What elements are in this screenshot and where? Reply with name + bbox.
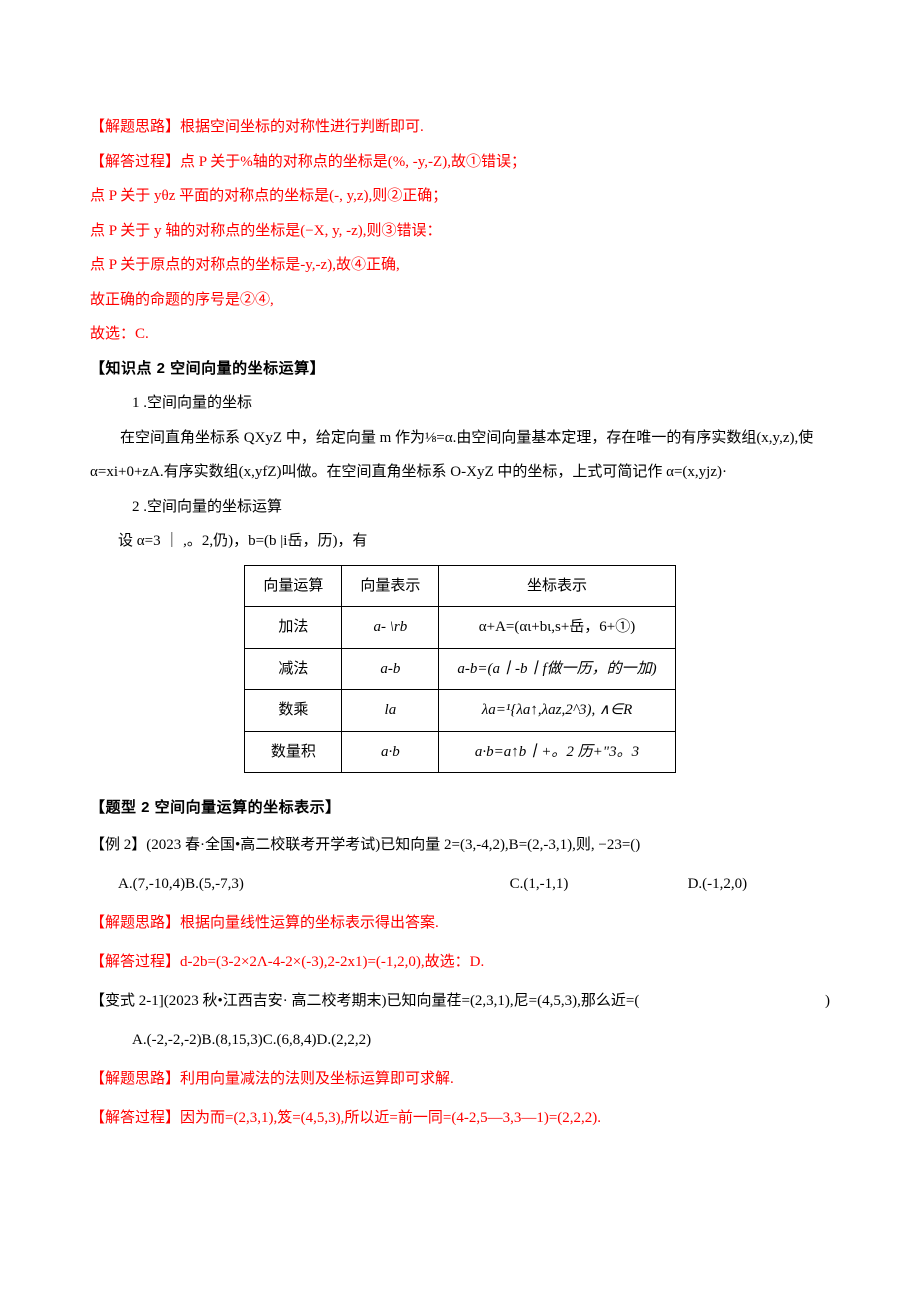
cell: a·b=a↑b丨+。2 历+"3。3	[439, 731, 675, 773]
table-row: 数乘 la λa=¹{λa↑,λaz,2^3), ∧∈R	[245, 690, 675, 732]
proc-label: 【解答过程】	[90, 954, 180, 970]
var21-options: A.(-2,-2,-2)B.(8,15,3)C.(6,8,4)D.(2,2,2)	[90, 1021, 830, 1060]
example-2: 【例 2】(2023 春·全国•高二校联考开学考试)已知向量 2=(3,-4,2…	[90, 826, 830, 865]
cell: α+A=(αι+bι,s+岳，6+①)	[439, 607, 675, 649]
cell: la	[342, 690, 439, 732]
cell: 加法	[245, 607, 342, 649]
table-header-row: 向量运算 向量表示 坐标表示	[245, 565, 675, 607]
proc-text: 点 P 关于%轴的对称点的坐标是(%, -y,-Z),故①错误；	[180, 154, 526, 170]
th-coord: 坐标表示	[439, 565, 675, 607]
idea-label: 【解题思路】	[90, 119, 180, 135]
table-row: 加法 a- \rb α+A=(αι+bι,s+岳，6+①)	[245, 607, 675, 649]
document-page: 【解题思路】根据空间坐标的对称性进行判断即可. 【解答过程】点 P 关于%轴的对…	[0, 0, 920, 1198]
kp2-title: 【知识点 2 空间向量的坐标运算】	[90, 352, 830, 387]
cell: 减法	[245, 648, 342, 690]
proc-label: 【解答过程】	[90, 154, 180, 170]
cell: a-b	[342, 648, 439, 690]
var21-proc: 【解答过程】因为而=(2,3,1),笈=(4,5,3),所以近=前一同=(4-2…	[90, 1099, 830, 1138]
kp2-sub1-num: 1 .空间向量的坐标	[90, 386, 830, 421]
kp2-sub2-num: 2 .空间向量的坐标运算	[90, 490, 830, 525]
opt-c: C.(1,-1,1)	[510, 865, 688, 904]
var21-text: 【变式 2-1](2023 秋•江西吉安· 高二校考期末)已知向量荏=(2,3,…	[90, 982, 639, 1021]
vector-table: 向量运算 向量表示 坐标表示 加法 a- \rb α+A=(αι+bι,s+岳，…	[244, 565, 675, 774]
th-op: 向量运算	[245, 565, 342, 607]
qt2-title: 【题型 2 空间向量运算的坐标表示】	[90, 791, 830, 826]
ex2-idea: 【解题思路】根据向量线性运算的坐标表示得出答案.	[90, 904, 830, 943]
opt-ab: A.(7,-10,4)B.(5,-7,3)	[118, 865, 510, 904]
solution-line: 点 P 关于原点的对称点的坐标是-y,-z),故④正确,	[90, 248, 830, 283]
var21-idea: 【解题思路】利用向量减法的法则及坐标运算即可求解.	[90, 1060, 830, 1099]
proc-text: 因为而=(2,3,1),笈=(4,5,3),所以近=前一同=(4-2,5—3,3…	[180, 1110, 601, 1126]
idea-label: 【解题思路】	[90, 1071, 180, 1087]
cell: λa=¹{λa↑,λaz,2^3), ∧∈R	[439, 690, 675, 732]
table-row: 减法 a-b a-b=(a丨-b丨f做一历，的一加)	[245, 648, 675, 690]
var21-title: 【变式 2-1](2023 秋•江西吉安· 高二校考期末)已知向量荏=(2,3,…	[90, 982, 830, 1021]
idea-text: 利用向量减法的法则及坐标运算即可求解.	[180, 1071, 454, 1087]
solution-line: 点 P 关于 yθz 平面的对称点的坐标是(-, y,z),则②正确；	[90, 179, 830, 214]
table-row: 数量积 a·b a·b=a↑b丨+。2 历+"3。3	[245, 731, 675, 773]
solution-answer: 故选：C.	[90, 317, 830, 352]
idea-text: 根据空间坐标的对称性进行判断即可.	[180, 119, 424, 135]
opt-d: D.(-1,2,0)	[688, 865, 830, 904]
idea-label: 【解题思路】	[90, 915, 180, 931]
proc-text: d-2b=(3-2×2Λ-4-2×(-3),2-2x1)=(-1,2,0),故选…	[180, 954, 484, 970]
cell: a- \rb	[342, 607, 439, 649]
ex2-proc: 【解答过程】d-2b=(3-2×2Λ-4-2×(-3),2-2x1)=(-1,2…	[90, 943, 830, 982]
variant-2-1: 【变式 2-1](2023 秋•江西吉安· 高二校考期末)已知向量荏=(2,3,…	[90, 982, 830, 1138]
solution-idea-line: 【解题思路】根据空间坐标的对称性进行判断即可.	[90, 110, 830, 145]
var21-paren: )	[825, 982, 830, 1021]
cell: a-b=(a丨-b丨f做一历，的一加)	[439, 648, 675, 690]
options-row: A.(7,-10,4)B.(5,-7,3) C.(1,-1,1) D.(-1,2…	[90, 865, 830, 904]
solution-line: 故正确的命题的序号是②④,	[90, 283, 830, 318]
idea-text: 根据向量线性运算的坐标表示得出答案.	[180, 915, 439, 931]
kp2-sub2-set: 设 α=3 ｜ ,。2,仍)，b=(b |i岳，历)，有	[90, 524, 830, 559]
cell: 数乘	[245, 690, 342, 732]
solution-1: 【解题思路】根据空间坐标的对称性进行判断即可. 【解答过程】点 P 关于%轴的对…	[90, 110, 830, 352]
solution-line: 【解答过程】点 P 关于%轴的对称点的坐标是(%, -y,-Z),故①错误；	[90, 145, 830, 180]
knowledge-point-2: 【知识点 2 空间向量的坐标运算】 1 .空间向量的坐标 在空间直角坐标系 QX…	[90, 352, 830, 774]
th-vec: 向量表示	[342, 565, 439, 607]
kp2-sub1-body: 在空间直角坐标系 QXyZ 中，给定向量 m 作为⅛=α.由空间向量基本定理，存…	[90, 421, 830, 490]
proc-label: 【解答过程】	[90, 1110, 180, 1126]
cell: a·b	[342, 731, 439, 773]
question-type-2: 【题型 2 空间向量运算的坐标表示】 【例 2】(2023 春·全国•高二校联考…	[90, 791, 830, 982]
cell: 数量积	[245, 731, 342, 773]
solution-line: 点 P 关于 y 轴的对称点的坐标是(−X, y, -z),则③错误：	[90, 214, 830, 249]
